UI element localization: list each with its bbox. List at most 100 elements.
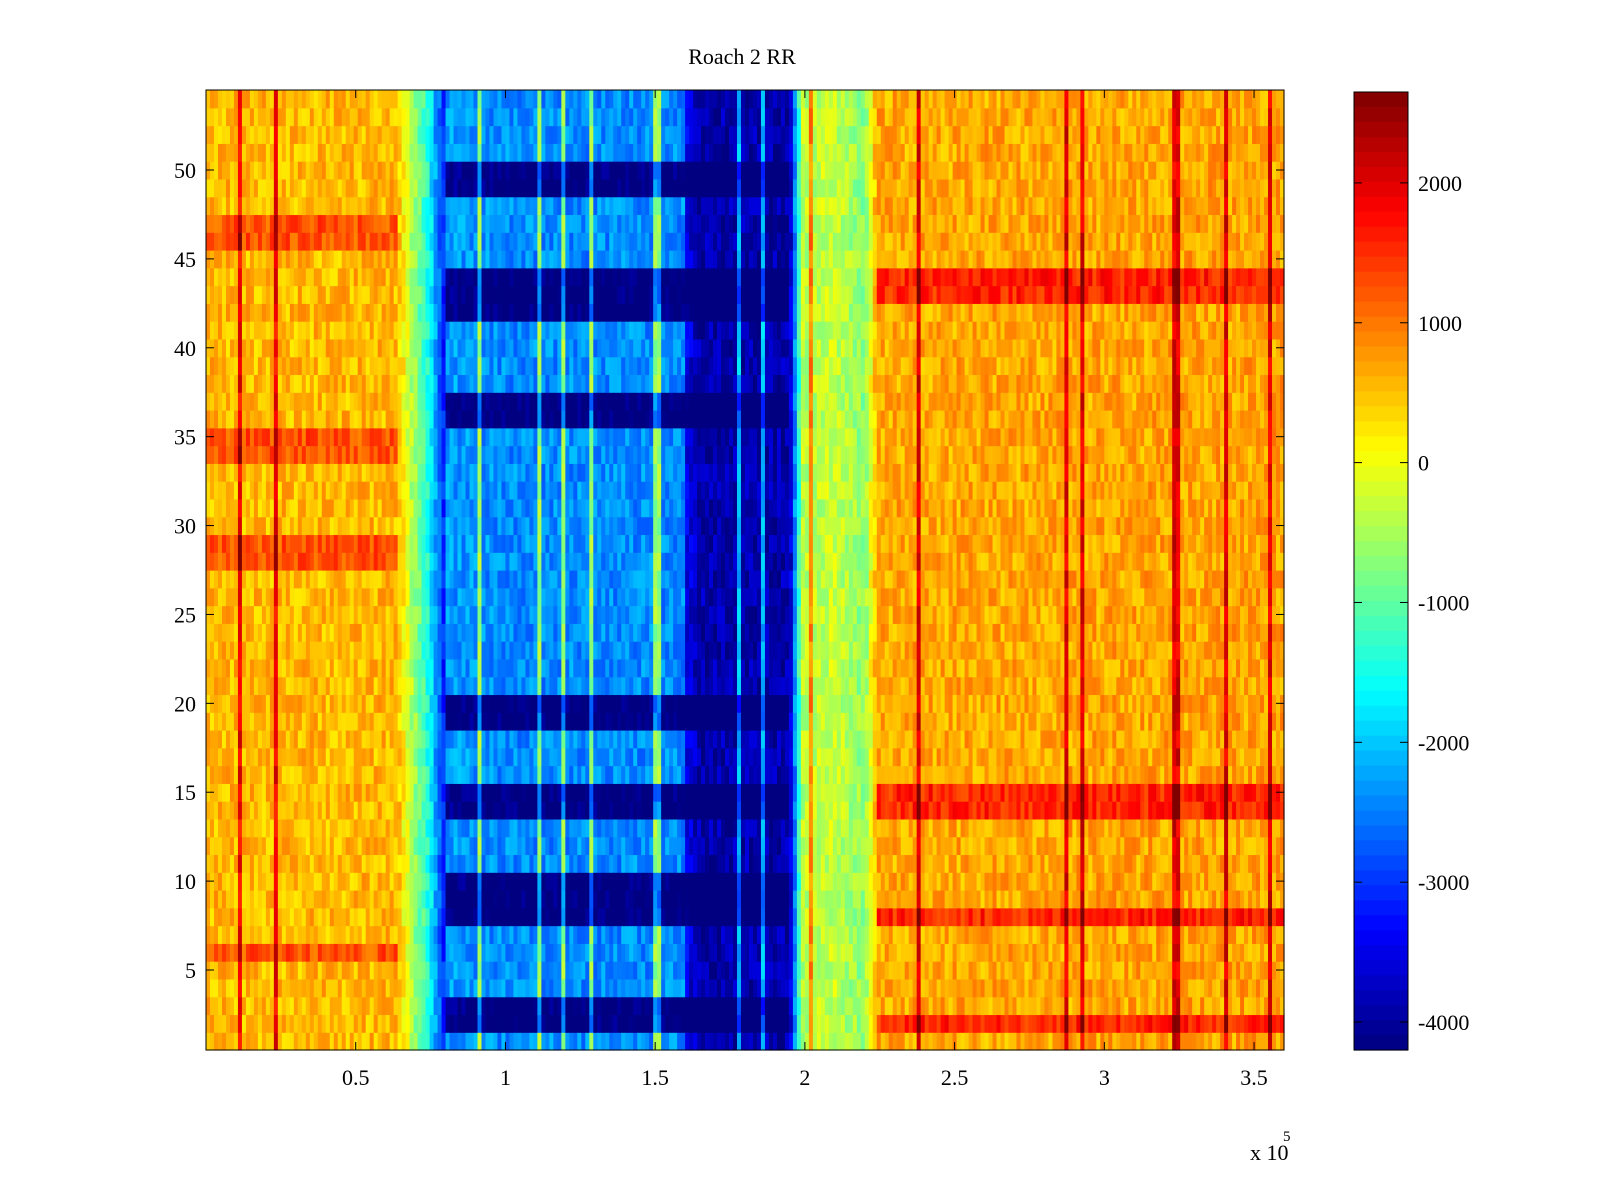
heatmap-cell [337,641,343,660]
heatmap-cell [433,890,439,909]
heatmap-cell [389,605,395,624]
heatmap-cell [293,143,299,162]
heatmap-cell [297,765,303,784]
heatmap-cell [393,498,399,518]
heatmap-cell [309,374,315,393]
heatmap-cell [353,445,359,464]
heatmap-cell [317,303,323,322]
heatmap-cell [517,1032,523,1051]
heatmap-cell [265,943,271,962]
heatmap-cell [537,250,542,269]
heatmap-cell [557,765,562,784]
heatmap-cell [553,303,558,322]
heatmap-cell [489,143,495,162]
heatmap-cell [405,445,411,464]
heatmap-cell [497,623,503,642]
heatmap-cell [369,978,375,998]
heatmap-cell [473,765,479,784]
heatmap-cell [317,907,323,927]
heatmap-cell [489,392,495,411]
heatmap-cell [541,285,546,304]
heatmap-cell [273,623,279,642]
heatmap-cell [501,783,507,802]
heatmap-cell [321,1014,327,1033]
heatmap-cell [401,214,407,233]
heatmap-cell [237,818,243,838]
heatmap-cell [521,801,526,820]
heatmap-cell [549,143,554,162]
heatmap-cell [241,90,247,109]
heatmap-cell [529,90,534,109]
heatmap-cell [221,232,227,251]
heatmap-cell [517,996,523,1016]
heatmap-cell [365,623,371,642]
heatmap-cell [457,410,463,429]
heatmap-cell [313,534,319,553]
heatmap-cell [373,267,379,287]
heatmap-cell [273,250,279,269]
heatmap-cell [565,712,570,731]
heatmap-cell [317,285,323,304]
heatmap-cell [289,747,295,767]
heatmap-cell [213,943,219,962]
heatmap-cell [333,338,339,358]
heatmap-cell [521,356,526,376]
heatmap-cell [317,996,323,1016]
heatmap-cell [265,285,271,304]
heatmap-cell [233,232,239,251]
heatmap-cell [281,481,287,500]
heatmap-cell [417,818,423,838]
heatmap-cell [241,410,247,429]
heatmap-cell [417,392,423,411]
heatmap-cell [225,818,231,838]
heatmap-cell [277,818,283,838]
heatmap-cell [425,445,431,464]
heatmap-cell [257,1032,263,1051]
heatmap-cell [517,747,523,767]
heatmap-cell [569,250,574,269]
heatmap-cell [441,285,447,304]
heatmap-cell [281,925,287,944]
heatmap-cell [521,374,526,393]
heatmap-cell [505,783,511,802]
heatmap-cell [553,285,558,304]
heatmap-cell [261,90,267,109]
heatmap-cell [381,605,387,624]
heatmap-cell [477,267,483,287]
heatmap-cell [497,338,503,358]
heatmap-cell [509,427,515,447]
heatmap-cell [206,481,211,500]
heatmap-cell [253,410,259,429]
heatmap-cell [573,694,578,713]
heatmap-cell [249,481,255,500]
heatmap-cell [249,818,255,838]
heatmap-cell [213,267,219,287]
heatmap-cell [481,374,487,393]
heatmap-cell [285,285,291,304]
heatmap-cell [433,783,439,802]
heatmap-cell [437,907,443,927]
heatmap-cell [337,463,343,482]
heatmap-cell [521,321,526,340]
heatmap-cell [285,818,291,838]
heatmap-cell [257,907,263,927]
heatmap-cell [557,285,562,304]
heatmap-cell [505,90,511,109]
heatmap-cell [281,463,287,482]
heatmap-cell [433,516,439,536]
heatmap-cell [345,890,351,909]
heatmap-cell [565,978,570,998]
heatmap-cell [461,374,467,393]
heatmap-cell [497,961,503,980]
heatmap-cell [453,552,459,571]
heatmap-cell [277,516,283,536]
heatmap-cell [206,374,211,393]
heatmap-cell [545,445,550,464]
heatmap-cell [329,267,335,287]
heatmap-cell [241,356,247,376]
heatmap-cell [561,445,566,464]
heatmap-cell [429,374,435,393]
heatmap-cell [553,996,558,1016]
heatmap-cell [525,285,530,304]
heatmap-cell [257,658,263,678]
